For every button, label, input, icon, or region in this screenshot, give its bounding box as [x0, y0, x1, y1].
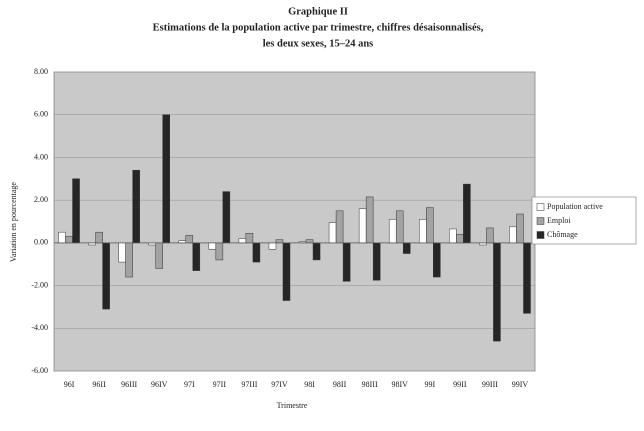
bar: [426, 207, 434, 244]
chart-subtitle: les deux sexes, 15–24 ans: [263, 38, 374, 49]
legend-label: Chômage: [547, 230, 578, 239]
bar: [95, 231, 103, 244]
x-tick-label: 99IV: [512, 380, 529, 389]
bar: [419, 219, 427, 244]
bar: [305, 239, 314, 244]
bar: [245, 232, 254, 244]
bar: [463, 183, 471, 244]
x-axis-label: Trimestre: [277, 401, 308, 410]
x-tick-label: 96I: [64, 380, 75, 389]
legend-swatch: [536, 217, 545, 225]
legend-label: Population active: [547, 202, 603, 211]
bar: [335, 210, 344, 244]
x-tick-label: 96IV: [151, 380, 168, 389]
y-tick-label: 2.00: [34, 195, 48, 204]
y-tick-label: 6.00: [34, 110, 48, 119]
legend-swatch: [536, 203, 545, 211]
bar: [402, 242, 411, 254]
bar: [456, 234, 464, 244]
bar: [238, 238, 247, 244]
x-tick-label: 97III: [241, 380, 257, 389]
legend-swatch: [536, 231, 545, 239]
bar: [102, 242, 110, 310]
bar: [509, 226, 517, 244]
bar: [312, 242, 321, 261]
y-tick-label: -2.00: [31, 280, 48, 289]
legend-label: Emploi: [547, 216, 571, 225]
bar: [449, 228, 457, 244]
bar: [516, 213, 524, 244]
bar: [208, 242, 217, 250]
bar: [395, 210, 404, 244]
x-tick-label: 98III: [362, 380, 378, 389]
x-tick-label: 97I: [184, 380, 195, 389]
x-tick-label: 96II: [92, 380, 106, 389]
y-tick-label: 8.00: [34, 67, 48, 76]
x-tick-label: 99I: [424, 380, 435, 389]
bar: [125, 242, 133, 278]
chart-title: Graphique II: [288, 6, 348, 17]
bar: [155, 242, 163, 269]
x-tick-label: 97II: [213, 380, 227, 389]
plot-area: [53, 71, 536, 372]
x-tick-label: 99II: [453, 380, 467, 389]
bar: [365, 196, 374, 244]
bar: [72, 178, 80, 244]
bar: [358, 208, 367, 244]
x-tick-label: 98I: [304, 380, 315, 389]
bar: [252, 242, 261, 263]
x-tick-label: 98IV: [391, 380, 408, 389]
bar: [433, 242, 441, 278]
chart-subtitle: Estimations de la population active par …: [153, 22, 484, 33]
bar: [523, 242, 531, 314]
bar: [118, 242, 126, 263]
bar: [58, 231, 66, 244]
y-tick-label: -4.00: [31, 323, 48, 332]
x-tick-label: 96III: [121, 380, 137, 389]
bar: [275, 239, 284, 244]
bar: [486, 227, 494, 244]
legend-box: [531, 196, 637, 245]
y-tick-label: 0.00: [34, 238, 48, 247]
bar: [372, 242, 381, 281]
bar: [268, 242, 277, 250]
y-tick-label: 4.00: [34, 152, 48, 161]
bar: [162, 114, 170, 244]
bar: [328, 222, 337, 244]
x-tick-label: 99III: [482, 380, 498, 389]
y-axis-label: Variation en pourcentage: [9, 182, 18, 262]
bar: [388, 219, 397, 244]
x-tick-label: 98II: [333, 380, 347, 389]
bar: [185, 235, 194, 244]
bar: [493, 242, 501, 342]
bar: [65, 236, 73, 244]
bar: [132, 169, 140, 244]
bar: [222, 191, 231, 244]
bar: [282, 242, 291, 301]
bar: [215, 242, 224, 261]
bar: [342, 242, 351, 282]
x-tick-label: 97IV: [271, 380, 288, 389]
bar: [192, 242, 201, 271]
y-tick-label: -6.00: [31, 366, 48, 375]
